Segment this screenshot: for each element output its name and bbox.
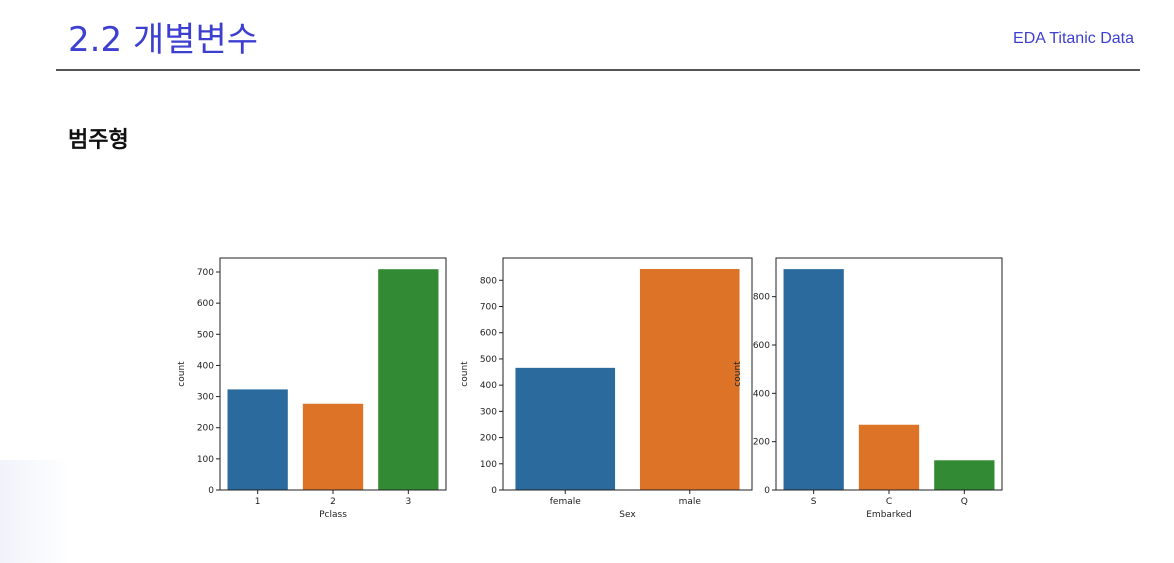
y-tick-label: 100 [197, 455, 214, 465]
y-axis-label: count [460, 361, 470, 387]
y-tick-label: 800 [480, 276, 497, 286]
x-tick-label: C [886, 497, 892, 507]
bar-C [858, 424, 920, 490]
count-plots-svg: 0 100 200 300 400 500 600 700 1 2 3 Pclass count 0 100… [177, 257, 1003, 520]
y-tick-label: 300 [197, 393, 214, 403]
y-tick-label: 0 [764, 486, 770, 496]
x-tick-label: female [550, 497, 581, 507]
y-tick-label: 400 [480, 381, 497, 391]
y-tick-label: 300 [480, 407, 497, 417]
section-heading: 범주형 [68, 128, 129, 153]
x-tick-label: 1 [255, 497, 261, 507]
x-axis-label: Pclass [319, 510, 347, 520]
x-tick-label: 3 [405, 497, 411, 507]
y-tick-label: 600 [197, 299, 214, 309]
x-tick-label: 2 [330, 497, 336, 507]
y-tick-label: 0 [208, 486, 214, 496]
y-tick-label: 600 [753, 341, 770, 351]
y-tick-label: 500 [197, 330, 214, 340]
axes-frame [502, 257, 753, 491]
y-tick-label: 200 [753, 438, 770, 448]
chart-panel-1: 0 100 200 300 400 500 600 700 1 2 3 Pclass count [177, 257, 447, 520]
x-axis-label: Sex [619, 510, 636, 520]
bar-male [639, 269, 740, 490]
x-tick-label: S [811, 497, 817, 507]
chart-panel-3: 0 200 400 600 800 S C Q Embarked count [733, 257, 1003, 520]
bar-1 [227, 389, 288, 490]
bar-3 [378, 269, 439, 490]
count-plots-figure: 0 100 200 300 400 500 600 700 1 2 3 Pclass count 0 100… [160, 250, 1020, 530]
bar-2 [302, 403, 364, 490]
bar-female [515, 367, 616, 490]
y-axis-label: count [733, 361, 743, 387]
x-tick-label: male [679, 497, 702, 507]
y-tick-label: 800 [753, 293, 770, 303]
title-divider [56, 69, 1140, 71]
y-tick-label: 400 [197, 361, 214, 371]
y-axis-label: count [177, 361, 187, 387]
y-tick-label: 700 [480, 302, 497, 312]
y-tick-label: 200 [197, 424, 214, 434]
x-tick-label: Q [961, 497, 968, 507]
x-axis-label: Embarked [866, 510, 912, 520]
corner-smudge [0, 460, 70, 563]
chart-panel-2: 0 100 200 300 400 500 600 700 800 female male Sex co… [460, 257, 753, 520]
y-tick-label: 100 [480, 460, 497, 470]
y-tick-label: 600 [480, 329, 497, 339]
slide-title: 2.2 개별변수 [68, 20, 258, 60]
header-right-label: EDA Titanic Data [1013, 30, 1134, 47]
bar-Q [934, 460, 995, 490]
y-tick-label: 500 [480, 355, 497, 365]
bar-S [783, 269, 844, 490]
y-tick-label: 700 [197, 268, 214, 278]
y-tick-label: 200 [480, 434, 497, 444]
y-tick-label: 0 [491, 486, 497, 496]
y-tick-label: 400 [753, 389, 770, 399]
